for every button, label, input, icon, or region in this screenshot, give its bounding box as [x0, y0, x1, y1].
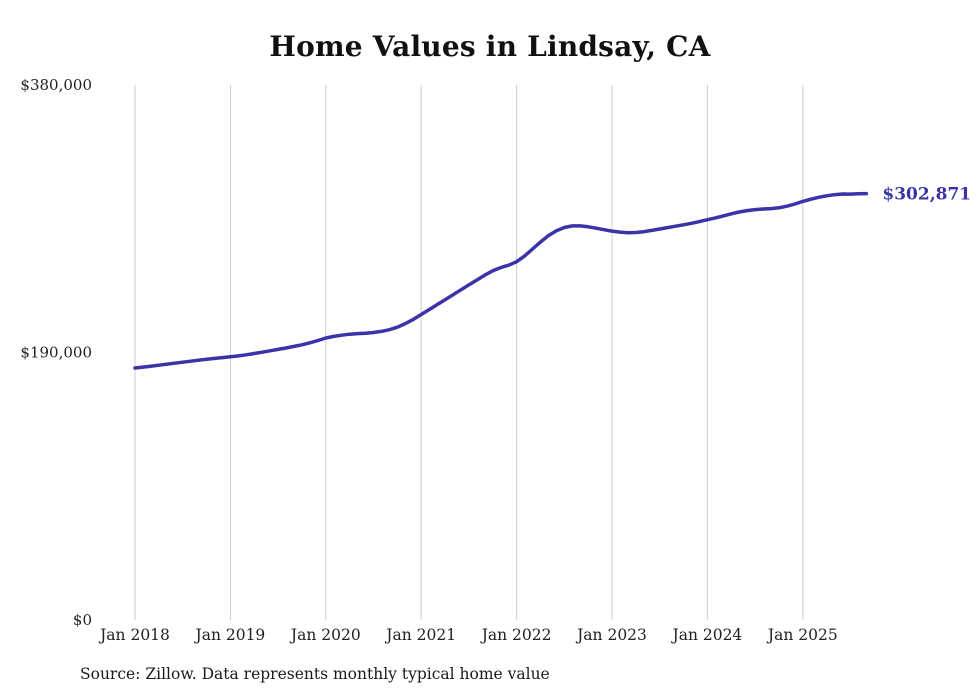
y-axis-labels-group: $380,000 $190,000 $0 — [20, 76, 92, 629]
x-axis-labels-group: Jan 2018 Jan 2019 Jan 2020 Jan 2021 Jan 2022… — [98, 626, 838, 644]
end-value-label: $302,871 — [882, 185, 971, 205]
chart-title: Home Values in Lindsay, CA — [269, 30, 711, 63]
y-tick-label: $380,000 — [20, 76, 92, 94]
x-tick-label: Jan 2020 — [289, 626, 361, 644]
x-tick-label: Jan 2022 — [480, 626, 552, 644]
source-note: Source: Zillow. Data represents monthly … — [80, 665, 550, 683]
x-tick-label: Jan 2023 — [575, 626, 647, 644]
x-tick-label: Jan 2018 — [98, 626, 170, 644]
x-tick-label: Jan 2025 — [766, 626, 838, 644]
x-tick-label: Jan 2021 — [384, 626, 456, 644]
x-tick-label: Jan 2019 — [193, 626, 265, 644]
y-tick-label: $190,000 — [20, 344, 92, 362]
y-tick-label: $0 — [73, 611, 92, 629]
gridlines-group — [134, 85, 804, 620]
x-tick-label: Jan 2024 — [670, 626, 742, 644]
home-value-line — [133, 191, 869, 370]
